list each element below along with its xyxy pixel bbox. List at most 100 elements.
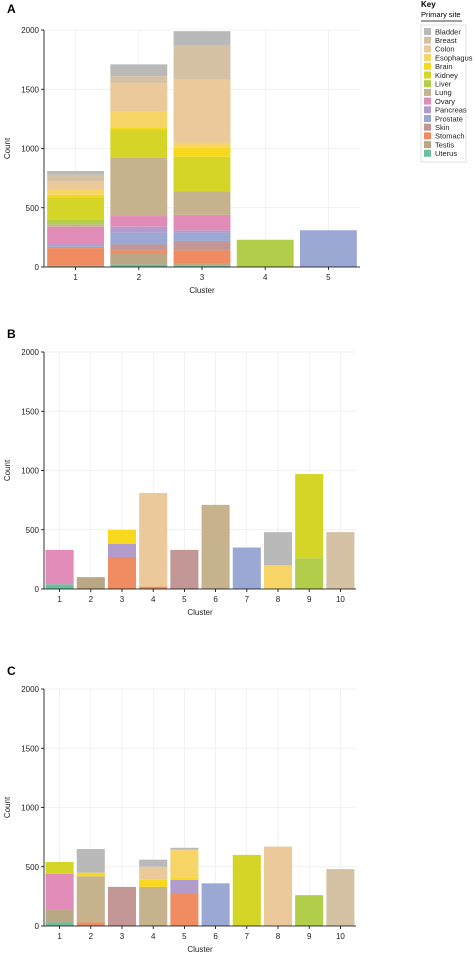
y-tick-label: 2000 — [21, 26, 39, 35]
bar-segment-cluster-1-brain — [47, 195, 104, 197]
legend-item-brain: Brain — [424, 62, 453, 71]
y-tick-label: 0 — [35, 263, 40, 272]
bar-segment-cluster-2-pancreas — [110, 227, 167, 233]
bar-segment-cluster-1-breast — [47, 175, 104, 182]
legend-swatch — [424, 80, 431, 87]
legend-swatch — [424, 28, 431, 35]
bar-segment-cluster-10-breast — [326, 869, 354, 926]
x-tick-label: 1 — [73, 273, 78, 282]
bar-segment-cluster-7-kidney — [233, 855, 261, 926]
bar-segment-cluster-5-brain — [170, 877, 198, 879]
bar-segment-cluster-1-uterus — [46, 922, 74, 926]
bar-segment-cluster-3-bladder — [174, 31, 231, 45]
y-tick-label: 1500 — [21, 744, 39, 753]
y-tick-label: 1000 — [21, 467, 39, 476]
bar-segment-cluster-1-lung — [47, 224, 104, 226]
bar-segment-cluster-2-kidney — [110, 130, 167, 158]
bar-segment-cluster-1-ovary — [46, 550, 74, 584]
bar-segment-cluster-1-colon — [47, 182, 104, 190]
legend-swatch — [424, 141, 431, 148]
bar-segment-cluster-10-breast — [326, 532, 354, 589]
bar-segment-cluster-7-prostate — [233, 548, 261, 589]
legend-swatch — [424, 45, 431, 52]
y-tick-label: 0 — [35, 585, 40, 594]
bar-segment-cluster-3-brain — [108, 530, 136, 544]
bar-segment-cluster-4-liver — [237, 240, 294, 267]
x-axis-label: Cluster — [189, 286, 215, 295]
y-tick-label: 1000 — [21, 804, 39, 813]
legend-label: Bladder — [435, 27, 461, 36]
legend-item-uterus: Uterus — [424, 149, 457, 158]
legend-item-prostate: Prostate — [424, 114, 463, 123]
x-tick-label: 7 — [245, 595, 250, 604]
bar-segment-cluster-3-skin — [174, 241, 231, 250]
bar-segment-cluster-1-ovary — [47, 227, 104, 245]
legend-title: Key — [421, 0, 436, 9]
bar-segment-cluster-1-testis — [46, 909, 74, 922]
bar-segment-cluster-4-colon — [139, 867, 167, 880]
bar-segment-cluster-5-skin — [170, 550, 198, 589]
legend-label: Kidney — [435, 71, 458, 80]
legend-label: Testis — [435, 140, 454, 149]
y-tick-label: 1500 — [21, 407, 39, 416]
bar-segment-cluster-3-esophagus — [174, 143, 231, 148]
bar-segment-cluster-2-testis — [77, 577, 105, 589]
x-tick-label: 8 — [276, 595, 281, 604]
legend-label: Liver — [435, 80, 452, 89]
legend-label: Prostate — [435, 114, 463, 123]
panel-b: B 0 500 1000 1500 2000 1 2 3 4 5 6 7 8 9 10 Cluster Count — [3, 327, 356, 617]
legend-swatch — [424, 132, 431, 139]
x-tick-label: 5 — [182, 932, 187, 941]
x-tick-label: 2 — [89, 595, 94, 604]
bar-segment-cluster-2-lung — [77, 876, 105, 922]
panel-label: A — [7, 2, 16, 16]
legend-swatch — [424, 150, 431, 157]
x-tick-label: 4 — [263, 273, 268, 282]
x-tick-label: 4 — [151, 932, 156, 941]
y-tick-label: 1500 — [21, 85, 39, 94]
x-tick-label: 7 — [245, 932, 250, 941]
bar-segment-cluster-4-bladder — [139, 860, 167, 867]
bar-segment-cluster-4-colon — [139, 493, 167, 587]
y-axis-label: Count — [3, 459, 12, 481]
x-axis-label: Cluster — [187, 608, 213, 617]
legend-label: Ovary — [435, 97, 455, 106]
bar-segment-cluster-2-lung — [110, 158, 167, 216]
y-tick-label: 500 — [26, 863, 40, 872]
bar-segment-cluster-2-ovary — [110, 216, 167, 227]
bar-segment-cluster-2-brain — [110, 127, 167, 129]
legend-label: Lung — [435, 88, 452, 97]
bar-segment-cluster-6-prostate — [202, 883, 230, 926]
legend-item-breast: Breast — [424, 36, 458, 45]
y-tick-label: 2000 — [21, 348, 39, 357]
x-tick-label: 2 — [89, 932, 94, 941]
x-tick-label: 9 — [307, 595, 312, 604]
bar-segment-cluster-1-esophagus — [47, 190, 104, 195]
bar-segment-cluster-3-skin — [108, 887, 136, 926]
bar-segment-cluster-5-bladder — [170, 848, 198, 849]
legend-label: Pancreas — [435, 106, 467, 115]
x-tick-label: 2 — [137, 273, 142, 282]
bar-segment-cluster-1-liver — [47, 220, 104, 225]
bar-segment-cluster-3-testis — [174, 263, 231, 265]
bar-segment-cluster-8-colon — [264, 847, 292, 926]
bar-segment-cluster-1-kidney — [46, 862, 74, 874]
bar-segment-cluster-5-esophagus — [170, 850, 198, 877]
bar-segment-cluster-2-skin — [110, 244, 167, 250]
x-tick-label: 6 — [213, 932, 218, 941]
bar-segment-cluster-1-stomach — [47, 248, 104, 266]
legend-item-testis: Testis — [424, 140, 454, 149]
x-tick-label: 1 — [57, 932, 62, 941]
legend-item-liver: Liver — [424, 80, 452, 89]
legend-item-kidney: Kidney — [424, 71, 458, 80]
bar-segment-cluster-9-liver — [295, 895, 323, 926]
legend: Key Primary site BladderBreastColonEsoph… — [421, 0, 473, 162]
legend-label: Brain — [435, 62, 453, 71]
legend-swatch — [424, 89, 431, 96]
bar-segment-cluster-2-prostate — [110, 233, 167, 245]
legend-label: Breast — [435, 36, 458, 45]
panel-a: A 0 500 1000 1500 2000 1 2 3 4 5 Cluster Count — [3, 2, 360, 295]
x-tick-label: 3 — [120, 932, 125, 941]
